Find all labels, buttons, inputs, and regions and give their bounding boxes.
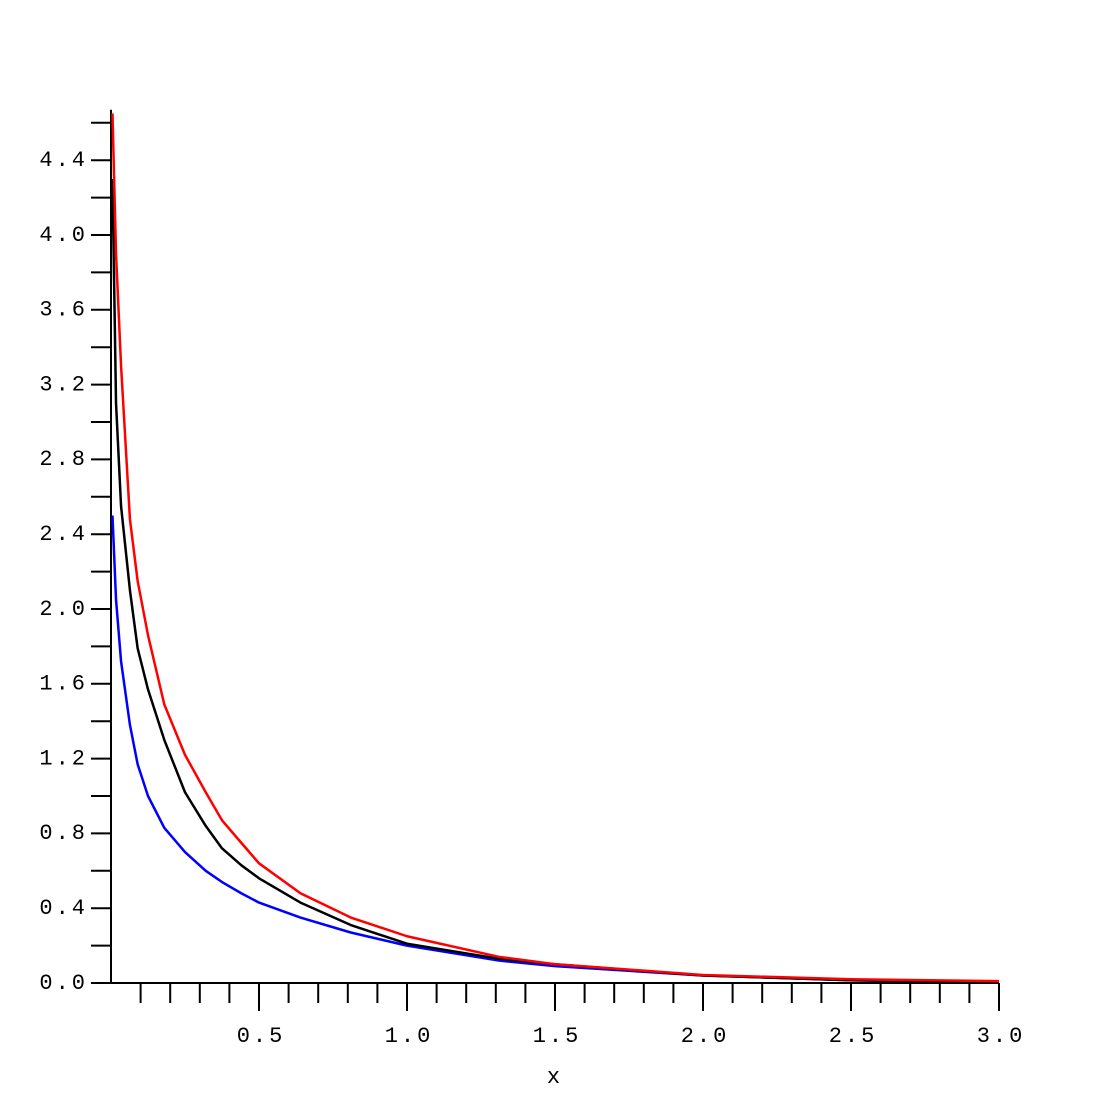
y-tick-label: 1.6 [39,672,88,697]
y-tick-label: 0.0 [39,971,88,996]
x-axis-label: x [547,1065,563,1090]
x-tick-label: 2.0 [681,1024,730,1049]
x-tick-label: 0.5 [237,1024,286,1049]
y-tick-label: 2.4 [39,522,88,547]
x-tick-label: 3.0 [977,1024,1026,1049]
line-series [111,113,1000,983]
y-tick-label: 2.8 [39,447,88,472]
y-tick-label: 0.4 [39,896,88,921]
x-tick-label: 2.5 [829,1024,878,1049]
x-tick-label: 1.0 [385,1024,434,1049]
line-series [111,178,1000,984]
y-tick-label: 1.2 [39,746,88,771]
line-series [111,515,1000,984]
y-tick-label: 3.6 [39,298,88,323]
y-tick-label: 2.0 [39,597,88,622]
y-tick-label: 4.0 [39,223,88,248]
y-tick-label: 0.8 [39,821,88,846]
y-tick-label: 3.2 [39,372,88,397]
y-tick-label: 4.4 [39,148,88,173]
x-tick-label: 1.5 [533,1024,582,1049]
